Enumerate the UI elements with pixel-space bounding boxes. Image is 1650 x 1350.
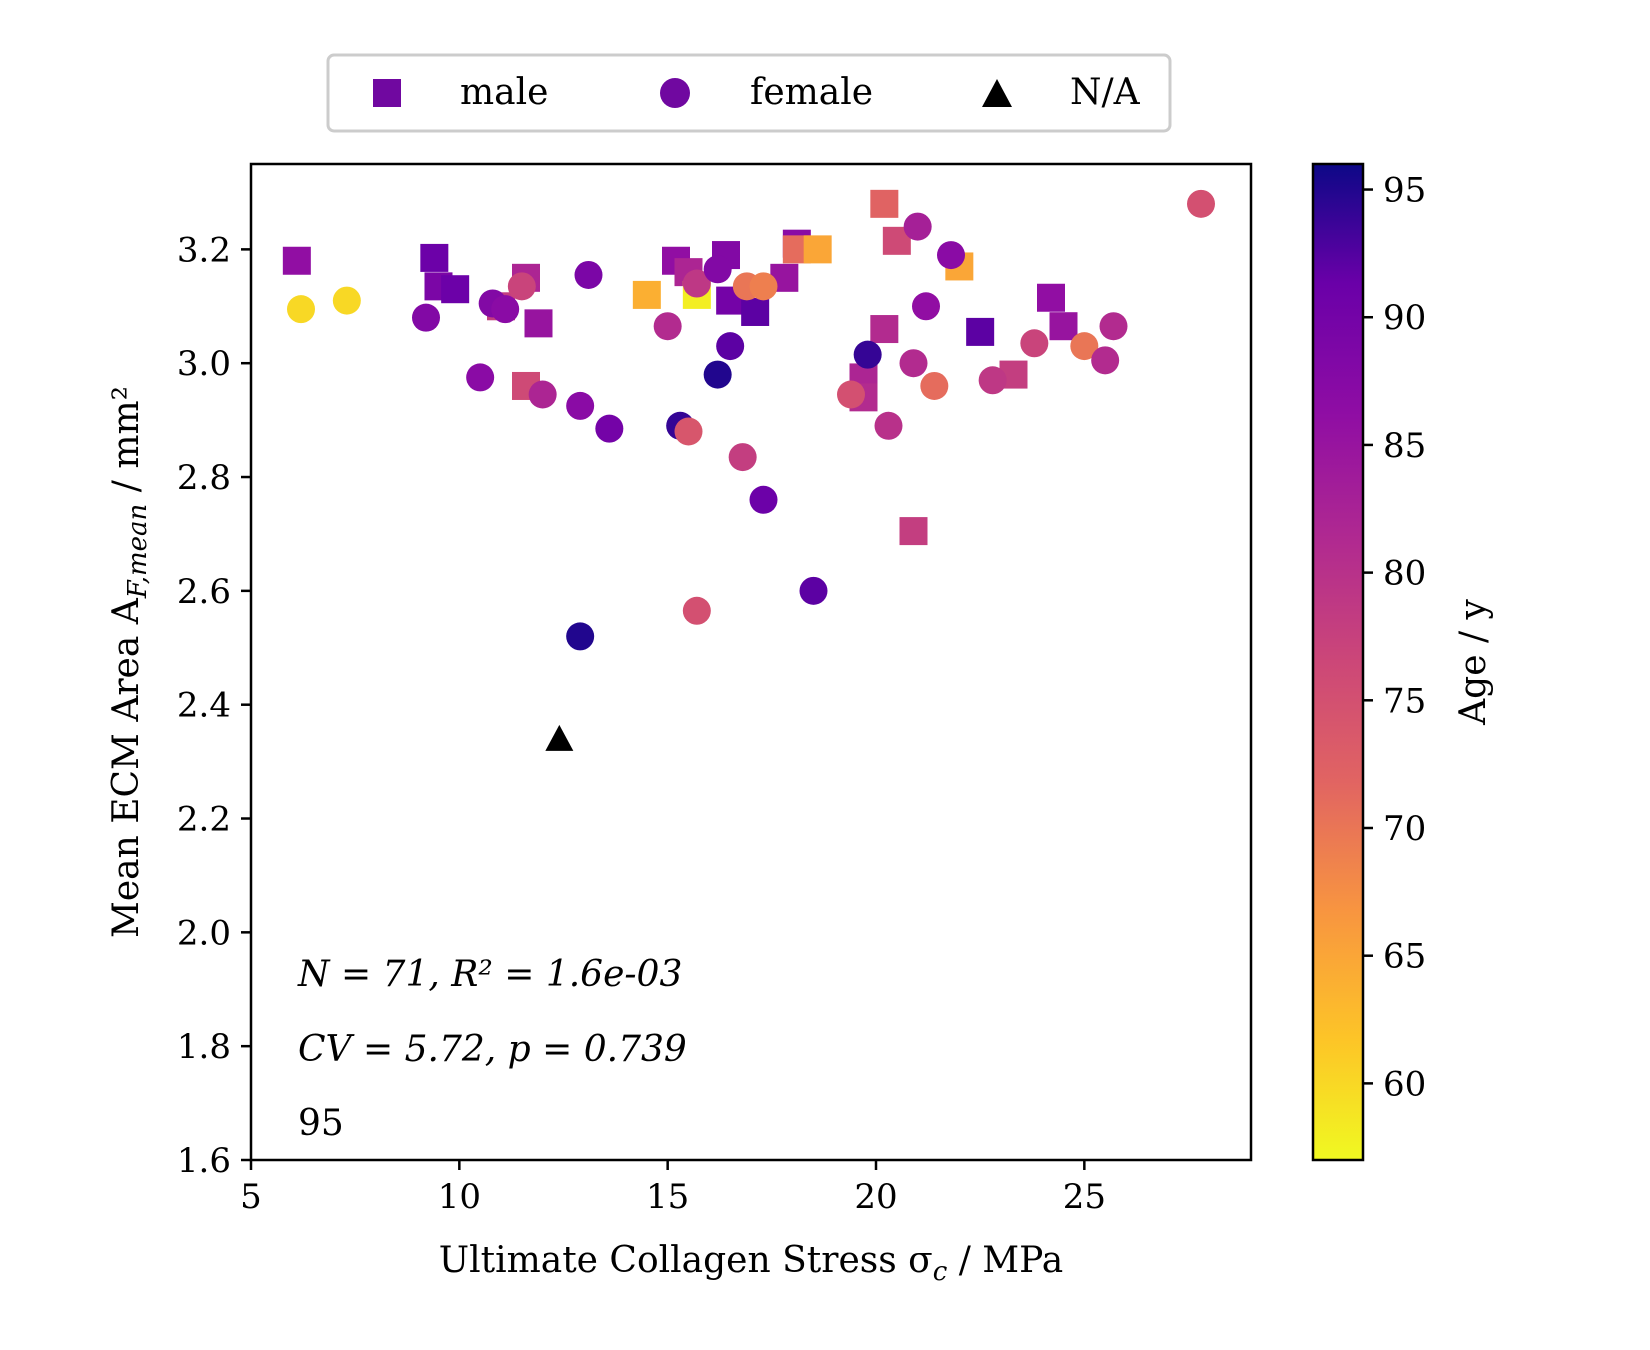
data-points xyxy=(282,189,1215,751)
data-point-female xyxy=(703,255,732,284)
data-point-female xyxy=(874,411,903,440)
data-point-male xyxy=(632,280,661,309)
legend: male female N/A xyxy=(326,53,1172,133)
y-tick-label: 3.0 xyxy=(177,344,231,384)
y-tick-label: 3.2 xyxy=(177,230,231,270)
y-axis-label: Mean ECM Area AF,mean / mm² xyxy=(106,386,153,938)
x-axis-label: Ultimate Collagen Stress σc / MPa xyxy=(439,1240,1063,1287)
x-tick-label: 10 xyxy=(438,1177,481,1217)
data-point-female xyxy=(749,485,778,514)
data-point-male xyxy=(1037,283,1065,312)
y-tick-label: 2.6 xyxy=(177,572,231,612)
data-point-female xyxy=(332,286,361,315)
axes-ticks: 5 10 15 20 25 1.6 1.8 2.0 2.2 2.4 2.6 2.8 3.0 3.2 xyxy=(177,230,1106,1217)
data-point-female xyxy=(466,363,495,392)
data-point-female xyxy=(1070,332,1099,361)
data-point-male xyxy=(524,309,553,338)
data-point-male xyxy=(282,246,311,275)
data-point-male xyxy=(441,275,470,304)
data-point-female xyxy=(920,371,949,400)
data-point-female xyxy=(566,391,595,420)
data-point-female xyxy=(1187,189,1215,218)
data-point-female xyxy=(978,366,1007,395)
data-point-male xyxy=(870,189,899,218)
data-point-female xyxy=(682,596,711,625)
data-point-female xyxy=(899,349,928,378)
data-point-male xyxy=(803,235,832,264)
annotation-n-r2: N = 71, R² = 1.6e-03 xyxy=(297,954,682,995)
data-point-female xyxy=(837,380,865,409)
data-point-female xyxy=(491,295,520,324)
data-point-na xyxy=(545,724,574,751)
y-tick-label: 2.4 xyxy=(177,686,231,726)
data-point-male xyxy=(1049,312,1078,341)
data-point-female xyxy=(703,360,732,389)
data-point-female xyxy=(566,622,595,651)
annotation-extra: 95 xyxy=(298,1103,344,1144)
colorbar-tick-label: 75 xyxy=(1383,681,1426,721)
legend-box xyxy=(326,53,1172,133)
colorbar-tick-label: 65 xyxy=(1383,937,1426,977)
data-point-female xyxy=(1020,329,1049,358)
data-point-female xyxy=(287,295,315,324)
y-tick-label: 2.8 xyxy=(177,458,231,498)
colorbar-tick-label: 60 xyxy=(1383,1064,1426,1104)
data-point-male xyxy=(420,243,449,272)
data-point-female xyxy=(728,443,757,472)
data-point-female xyxy=(595,414,624,443)
colorbar-tick-label: 80 xyxy=(1383,554,1426,594)
data-point-female xyxy=(1091,346,1120,375)
data-point-female xyxy=(674,417,703,446)
data-point-male xyxy=(741,297,770,326)
legend-square-marker xyxy=(373,79,401,107)
colorbar-tick-label: 70 xyxy=(1383,809,1426,849)
data-point-female xyxy=(912,292,940,321)
plot-frame xyxy=(249,162,1253,1162)
y-tick-label: 2.0 xyxy=(177,913,231,953)
data-point-female xyxy=(528,380,557,409)
x-tick-label: 15 xyxy=(646,1177,689,1217)
y-tick-label: 1.8 xyxy=(177,1027,231,1067)
data-point-female xyxy=(507,272,536,301)
legend-circle-marker xyxy=(660,78,690,108)
colorbar-label: Age / y xyxy=(1453,598,1494,725)
data-point-female xyxy=(716,332,745,361)
colorbar-tick-label: 90 xyxy=(1383,298,1426,338)
data-point-female xyxy=(937,241,965,270)
data-point-female xyxy=(1099,312,1128,341)
data-point-female xyxy=(653,312,682,341)
data-point-male xyxy=(966,317,995,346)
data-point-female xyxy=(799,576,828,605)
annotation-cv-p: CV = 5.72, p = 0.739 xyxy=(298,1029,687,1070)
legend-label-female: female xyxy=(750,72,873,113)
data-point-female xyxy=(412,303,440,332)
data-point-female xyxy=(903,212,932,241)
x-tick-label: 5 xyxy=(240,1177,262,1217)
data-point-male xyxy=(899,517,928,546)
y-tick-label: 2.2 xyxy=(177,800,231,840)
x-tick-label: 20 xyxy=(854,1177,897,1217)
colorbar xyxy=(1311,162,1365,1162)
colorbar-ticks: 60 65 70 75 80 85 90 95 xyxy=(1363,171,1426,1104)
colorbar-tick-label: 95 xyxy=(1383,171,1426,211)
legend-triangle-marker xyxy=(982,79,1012,107)
data-point-female xyxy=(749,272,778,301)
y-tick-label: 1.6 xyxy=(177,1141,231,1181)
data-point-female xyxy=(574,260,603,289)
x-tick-label: 25 xyxy=(1063,1177,1106,1217)
data-point-female xyxy=(853,340,882,369)
legend-label-na: N/A xyxy=(1070,72,1141,113)
colorbar-tick-label: 85 xyxy=(1383,426,1426,466)
data-point-male xyxy=(870,315,899,344)
data-point-female xyxy=(682,269,711,298)
legend-label-male: male xyxy=(460,72,548,113)
